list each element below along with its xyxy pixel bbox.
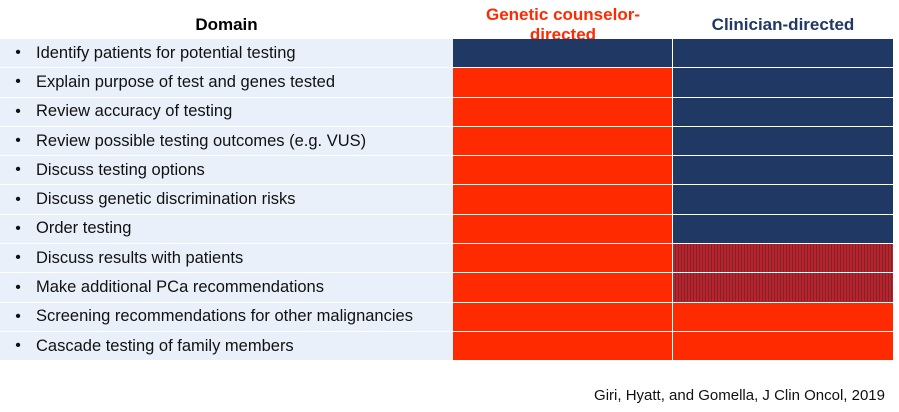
domain-label: Cascade testing of family members: [36, 336, 294, 355]
clinician-cell: [673, 68, 893, 97]
genetic-counselor-cell: [453, 302, 673, 331]
clinician-cell: [673, 331, 893, 361]
domain-cell: • Discuss results with patients: [0, 244, 453, 273]
genetic-counselor-cell: [453, 126, 673, 156]
table-header-row: Domain Genetic counselor-directed Clinic…: [0, 5, 893, 44]
domain-label: Order testing: [36, 219, 132, 238]
clinician-cell: [673, 156, 893, 185]
domain-cell: • Explain purpose of test and genes teste…: [0, 68, 453, 97]
bullet-icon: •: [15, 307, 21, 325]
domain-cell: • Review accuracy of testing: [0, 97, 453, 126]
bullet-icon: •: [15, 337, 21, 355]
table-row: • Review possible testing outcomes (e.g. …: [0, 126, 893, 157]
domain-label: Discuss genetic discrimination risks: [36, 190, 296, 209]
genetic-counselor-cell: [453, 97, 673, 126]
genetic-counselor-cell: [453, 214, 673, 244]
bullet-icon: •: [15, 73, 21, 91]
bullet-icon: •: [15, 44, 21, 62]
clinician-cell: [673, 214, 893, 244]
genetic-counselor-cell: [453, 273, 673, 302]
domain-cell: • Make additional PCa recommendations: [0, 273, 453, 302]
domain-cell: • Screening recommendations for other mal…: [0, 302, 453, 331]
domain-label: Review accuracy of testing: [36, 102, 233, 121]
clinician-cell: [673, 273, 893, 302]
clinician-cell: [673, 39, 893, 68]
domain-label: Review possible testing outcomes (e.g. V…: [36, 131, 367, 150]
citation: Giri, Hyatt, and Gomella, J Clin Oncol, …: [594, 387, 885, 404]
clinician-cell: [673, 97, 893, 126]
table-row: • Review accuracy of testing: [0, 97, 893, 127]
domain-cell: • Discuss testing options: [0, 156, 453, 185]
domain-label: Make additional PCa recommendations: [36, 278, 324, 297]
bullet-icon: •: [15, 161, 21, 179]
genetic-counselor-cell: [453, 331, 673, 361]
table-row: • Screening recommendations for other mal…: [0, 302, 893, 332]
table-row: • Cascade testing of family members: [0, 331, 893, 362]
domain-cell: • Cascade testing of family members: [0, 331, 453, 361]
clinician-cell: [673, 185, 893, 214]
bullet-icon: •: [15, 219, 21, 237]
domain-cell: • Discuss genetic discrimination risks: [0, 185, 453, 214]
domain-label: Explain purpose of test and genes tested: [36, 72, 336, 91]
domain-cell: • Identify patients for potential testing: [0, 39, 453, 68]
domain-cell: • Order testing: [0, 214, 453, 244]
clinician-cell: [673, 302, 893, 331]
genetic-counselor-cell: [453, 185, 673, 214]
domain-label: Identify patients for potential testing: [36, 43, 296, 62]
table-row: • Discuss genetic discrimination risks: [0, 185, 893, 215]
genetic-counselor-cell: [453, 156, 673, 185]
table-row: • Order testing: [0, 214, 893, 245]
genetic-counselor-column-header: Genetic counselor-directed: [486, 4, 640, 44]
table-row: • Discuss results with patients: [0, 244, 893, 274]
responsibility-table: Domain Genetic counselor-directed Clinic…: [0, 5, 893, 362]
clinician-cell: [673, 244, 893, 273]
table-row: • Identify patients for potential testing: [0, 39, 893, 69]
genetic-counselor-cell: [453, 244, 673, 273]
clinician-column-header: Clinician-directed: [711, 14, 855, 34]
domain-label: Discuss testing options: [36, 160, 205, 179]
genetic-counselor-cell: [453, 68, 673, 97]
table-row: • Make additional PCa recommendations: [0, 273, 893, 303]
table-row: • Discuss testing options: [0, 156, 893, 186]
domain-label: Screening recommendations for other mali…: [36, 307, 413, 326]
domain-label: Discuss results with patients: [36, 248, 244, 267]
table-body: • Identify patients for potential testing…: [0, 39, 893, 362]
bullet-icon: •: [15, 278, 21, 296]
bullet-icon: •: [15, 190, 21, 208]
bullet-icon: •: [15, 132, 21, 150]
bullet-icon: •: [15, 249, 21, 267]
table-row: • Explain purpose of test and genes teste…: [0, 68, 893, 98]
genetic-counselor-cell: [453, 39, 673, 68]
bullet-icon: •: [15, 102, 21, 120]
domain-cell: • Review possible testing outcomes (e.g. …: [0, 126, 453, 156]
clinician-cell: [673, 126, 893, 156]
domain-column-header: Domain: [195, 14, 258, 34]
